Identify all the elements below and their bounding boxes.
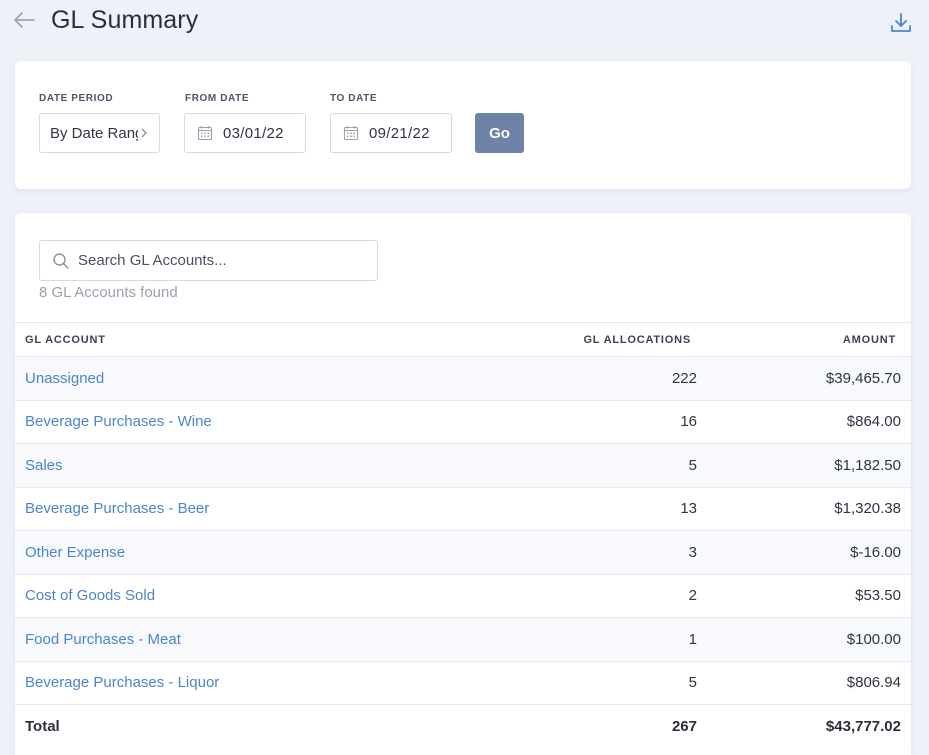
gl-account-link[interactable]: Sales bbox=[25, 456, 63, 474]
column-header-gl-allocations[interactable]: GL ALLOCATIONS bbox=[535, 322, 697, 357]
search-field[interactable] bbox=[39, 240, 378, 281]
allocations-cell: 5 bbox=[535, 661, 697, 705]
total-allocations: 267 bbox=[535, 704, 697, 749]
total-row: Total 267 $43,777.02 bbox=[15, 704, 911, 749]
allocations-cell: 13 bbox=[535, 487, 697, 531]
to-date-value: 09/21/22 bbox=[369, 124, 430, 142]
results-count: 8 GL Accounts found bbox=[39, 284, 178, 301]
gl-account-link[interactable]: Unassigned bbox=[25, 369, 105, 387]
amount-cell: $100.00 bbox=[697, 617, 911, 662]
amount-cell: $806.94 bbox=[697, 661, 911, 705]
allocations-cell: 2 bbox=[535, 574, 697, 618]
amount-cell: $53.50 bbox=[697, 574, 911, 618]
table-row: Food Purchases - Meat 1 $100.00 bbox=[15, 617, 911, 662]
from-date-value: 03/01/22 bbox=[223, 124, 284, 142]
page-header: GL Summary bbox=[0, 0, 929, 44]
to-date-field[interactable]: 09/21/22 bbox=[330, 113, 452, 153]
gl-account-link[interactable]: Beverage Purchases - Beer bbox=[25, 500, 210, 518]
total-amount: $43,777.02 bbox=[697, 704, 911, 749]
calendar-icon bbox=[343, 126, 359, 141]
column-header-amount[interactable]: AMOUNT bbox=[697, 322, 911, 357]
amount-cell: $1,182.50 bbox=[697, 443, 911, 488]
date-period-value: By Date Range bbox=[50, 124, 138, 142]
search-icon bbox=[53, 252, 69, 269]
allocations-cell: 16 bbox=[535, 400, 697, 444]
search-input[interactable] bbox=[78, 252, 368, 269]
calendar-icon bbox=[197, 126, 213, 141]
total-label: Total bbox=[15, 704, 535, 749]
from-date-field[interactable]: 03/01/22 bbox=[184, 113, 306, 153]
from-date-label: FROM DATE bbox=[185, 93, 250, 104]
arrow-left-icon[interactable] bbox=[12, 10, 36, 30]
allocations-cell: 5 bbox=[535, 443, 697, 488]
gl-account-link[interactable]: Other Expense bbox=[25, 543, 126, 561]
page-title: GL Summary bbox=[51, 6, 199, 34]
allocations-cell: 1 bbox=[535, 617, 697, 662]
gl-account-link[interactable]: Beverage Purchases - Wine bbox=[25, 413, 212, 431]
go-button[interactable]: Go bbox=[475, 113, 524, 153]
table-row: Beverage Purchases - Liquor 5 $806.94 bbox=[15, 661, 911, 705]
chevron-right-icon bbox=[141, 128, 147, 138]
gl-account-link[interactable]: Cost of Goods Sold bbox=[25, 587, 156, 605]
download-icon[interactable] bbox=[889, 11, 913, 35]
table-row: Other Expense 3 $-16.00 bbox=[15, 530, 911, 575]
column-header-gl-account[interactable]: GL ACCOUNT bbox=[15, 322, 535, 357]
gl-account-link[interactable]: Beverage Purchases - Liquor bbox=[25, 674, 220, 692]
date-period-select[interactable]: By Date Range bbox=[39, 113, 160, 153]
gl-account-link[interactable]: Food Purchases - Meat bbox=[25, 630, 181, 648]
amount-cell: $864.00 bbox=[697, 400, 911, 444]
allocations-cell: 3 bbox=[535, 530, 697, 575]
filter-panel: DATE PERIOD By Date Range FROM DATE 03/0… bbox=[15, 61, 911, 189]
table-row: Sales 5 $1,182.50 bbox=[15, 443, 911, 488]
amount-cell: $-16.00 bbox=[697, 530, 911, 575]
table-header-row: GL ACCOUNT GL ALLOCATIONS AMOUNT bbox=[15, 322, 911, 357]
amount-cell: $1,320.38 bbox=[697, 487, 911, 531]
to-date-label: TO DATE bbox=[330, 93, 378, 104]
amount-cell: $39,465.70 bbox=[697, 356, 911, 401]
gl-accounts-panel: 8 GL Accounts found GL ACCOUNT GL ALLOCA… bbox=[15, 213, 911, 755]
date-period-label: DATE PERIOD bbox=[39, 93, 114, 104]
table-row: Beverage Purchases - Wine 16 $864.00 bbox=[15, 400, 911, 444]
table-row: Cost of Goods Sold 2 $53.50 bbox=[15, 574, 911, 618]
table-row: Unassigned 222 $39,465.70 bbox=[15, 356, 911, 401]
gl-accounts-table: GL ACCOUNT GL ALLOCATIONS AMOUNT Unassig… bbox=[15, 322, 911, 749]
allocations-cell: 222 bbox=[535, 356, 697, 401]
table-row: Beverage Purchases - Beer 13 $1,320.38 bbox=[15, 487, 911, 531]
